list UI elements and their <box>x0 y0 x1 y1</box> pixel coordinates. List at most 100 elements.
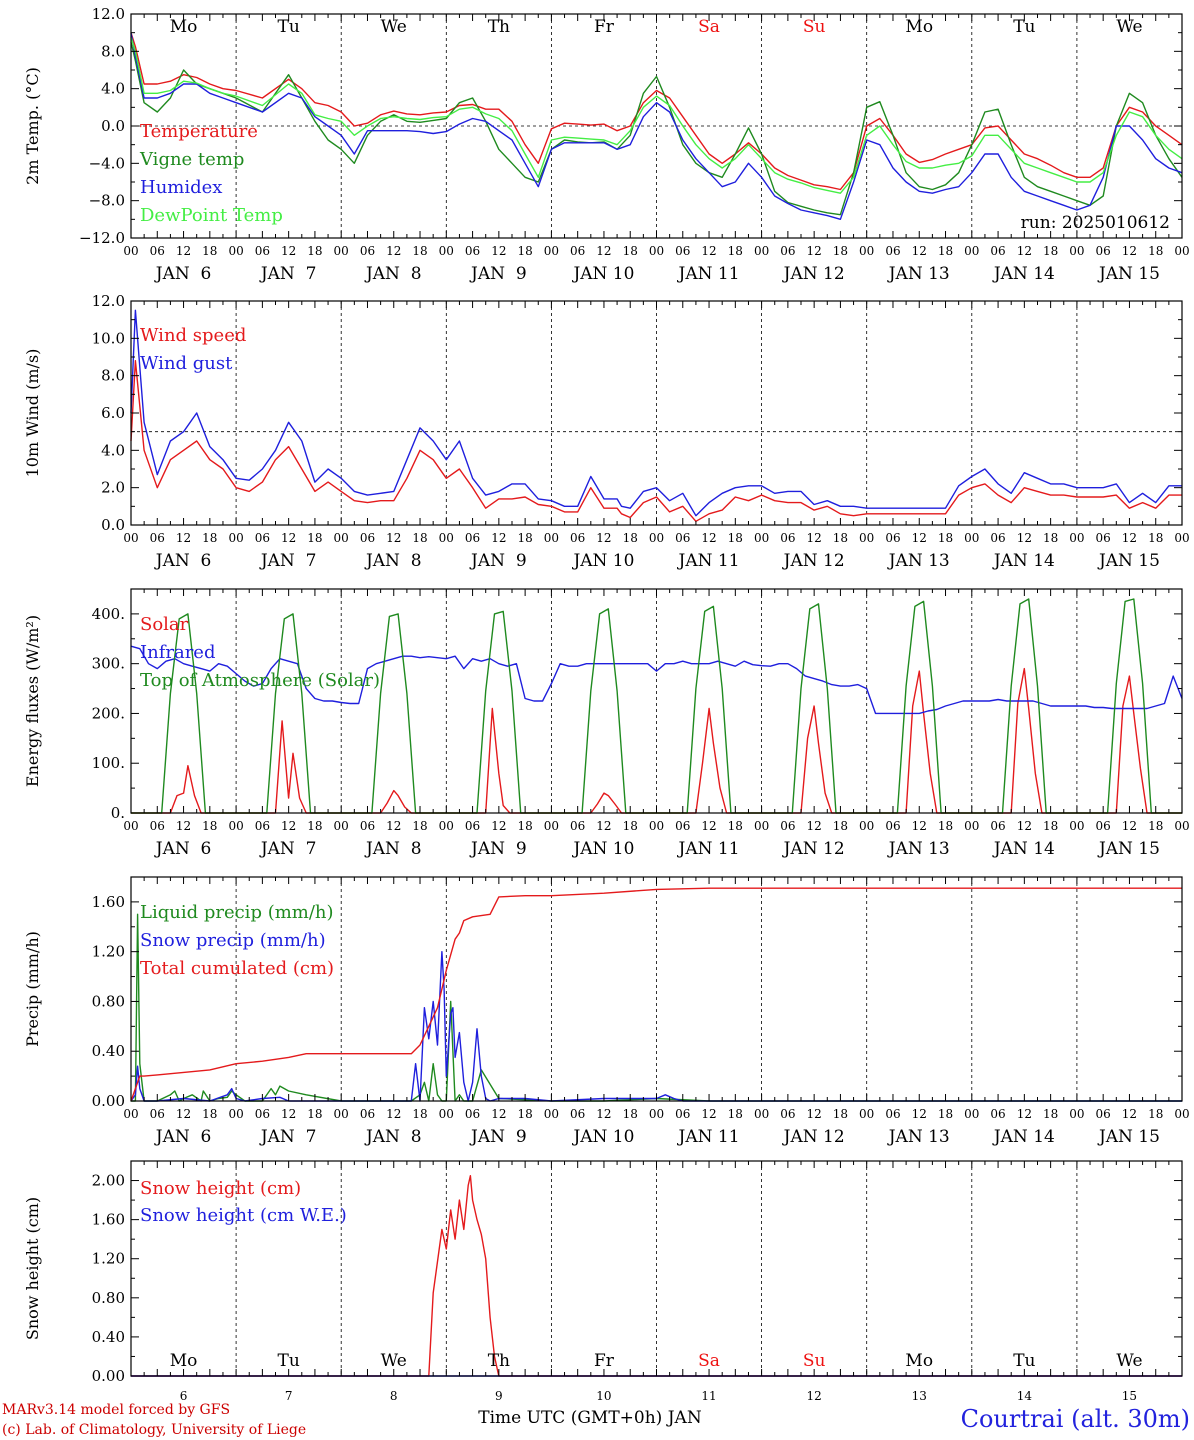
series-line-snow-height-cm- <box>131 1174 1182 1377</box>
hour-tick-label: 12 <box>596 819 611 833</box>
hour-tick-label: 00 <box>1069 244 1084 258</box>
hour-tick-label: 18 <box>1148 244 1163 258</box>
y-tick-label: 4.0 <box>101 441 125 459</box>
hour-tick-label: 12 <box>176 531 191 545</box>
hour-tick-label: 18 <box>833 819 848 833</box>
date-label: JAN 14 <box>992 264 1055 284</box>
hour-tick-label: 06 <box>675 244 690 258</box>
legend-entry: Vigne temp <box>139 149 244 170</box>
hour-tick-label: 00 <box>123 244 138 258</box>
hour-tick-label: 18 <box>833 244 848 258</box>
hour-tick-label: 12 <box>912 1107 927 1121</box>
hour-tick-label: 12 <box>281 531 296 545</box>
hour-tick-label: 00 <box>649 819 664 833</box>
date-label: JAN 11 <box>677 1127 740 1147</box>
hour-tick-label: 12 <box>1017 819 1032 833</box>
day-of-week-label: Mo <box>170 17 198 37</box>
panel-1: 12.0 8.0 4.0 0.0 −4.0 −8.0 −12.0 2m Temp. (°C) T… <box>23 5 1190 284</box>
hour-tick-label: 00 <box>859 819 874 833</box>
y-tick-label: 0. <box>111 804 125 822</box>
hour-tick-label: 06 <box>990 244 1005 258</box>
day-number-label: 11 <box>701 1389 716 1403</box>
date-label: JAN 6 <box>154 551 212 571</box>
day-of-week-label: Sa <box>698 1351 720 1371</box>
hour-tick-label: 00 <box>228 1107 243 1121</box>
day-of-week-label: Fr <box>594 17 615 37</box>
day-of-week-label: We <box>1116 17 1142 37</box>
hour-tick-label: 00 <box>859 1107 874 1121</box>
date-label: JAN 14 <box>992 551 1055 571</box>
hour-tick-label: 12 <box>1017 531 1032 545</box>
series-line-total-cumulated-cm- <box>130 887 1182 1102</box>
hour-tick-label: 00 <box>1174 244 1189 258</box>
hour-tick-label: 06 <box>465 244 480 258</box>
hour-tick-label: 00 <box>228 244 243 258</box>
y-tick-label: 1.60 <box>92 893 125 911</box>
legend-entry: Snow precip (mm/h) <box>140 930 326 951</box>
hour-tick-label: 12 <box>386 531 401 545</box>
hour-tick-label: 06 <box>255 819 270 833</box>
hour-tick-label: 18 <box>412 244 427 258</box>
hour-tick-label: 12 <box>491 819 506 833</box>
hour-tick-label: 18 <box>1148 531 1163 545</box>
date-label: JAN 12 <box>782 839 845 859</box>
y-tick-label: 0.0 <box>101 516 125 534</box>
day-of-week-label: We <box>381 17 407 37</box>
legend-entry: Liquid precip (mm/h) <box>140 902 334 923</box>
series-line-vigne-temp <box>130 41 1183 216</box>
hour-tick-label: 18 <box>412 1107 427 1121</box>
day-of-week-label: Th <box>488 1351 510 1371</box>
hour-tick-label: 18 <box>938 244 953 258</box>
day-of-week-label: Mo <box>905 1351 933 1371</box>
hour-tick-label: 00 <box>334 1107 349 1121</box>
hour-tick-label: 12 <box>807 244 822 258</box>
hour-tick-label: 12 <box>912 244 927 258</box>
hour-tick-label: 18 <box>1043 1107 1058 1121</box>
hour-tick-label: 12 <box>1122 1107 1137 1121</box>
hour-tick-label: 00 <box>1174 1107 1189 1121</box>
hour-tick-label: 12 <box>1017 1107 1032 1121</box>
hour-tick-label: 00 <box>228 819 243 833</box>
y-tick-label: −4.0 <box>89 154 125 172</box>
hour-tick-label: 00 <box>123 1107 138 1121</box>
y-tick-label: 1.60 <box>92 1211 125 1229</box>
hour-tick-label: 00 <box>544 244 559 258</box>
day-of-week-label: Th <box>488 17 510 37</box>
date-label: JAN 12 <box>782 264 845 284</box>
hour-tick-label: 18 <box>728 531 743 545</box>
y-tick-label: 0.00 <box>92 1367 125 1385</box>
y-tick-label: 100. <box>92 754 125 772</box>
panel-4: 1.60 1.20 0.80 0.40 0.00 Precip (mm/h) Liquid … <box>23 876 1190 1147</box>
series-line-dewpoint-temp <box>130 37 1183 194</box>
hour-tick-label: 06 <box>150 819 165 833</box>
hour-tick-label: 12 <box>281 1107 296 1121</box>
date-label: JAN 13 <box>887 551 950 571</box>
y-tick-label: 0.80 <box>92 992 125 1010</box>
hour-tick-label: 00 <box>649 244 664 258</box>
date-label: JAN 8 <box>364 839 422 859</box>
day-of-week-label: Tu <box>1013 17 1035 37</box>
hour-tick-label: 06 <box>1096 244 1111 258</box>
y-tick-label: 0.0 <box>101 117 125 135</box>
day-number-label: 10 <box>596 1389 611 1403</box>
hour-tick-label: 18 <box>623 531 638 545</box>
time-axis-label: Time UTC (GMT+0h) JAN <box>478 1408 702 1428</box>
hour-tick-label: 18 <box>728 244 743 258</box>
date-label: JAN 8 <box>364 1127 422 1147</box>
y-tick-label: 400. <box>92 605 125 623</box>
legend-entry: Temperature <box>140 121 258 142</box>
date-label: JAN 9 <box>469 1127 527 1147</box>
hour-tick-label: 06 <box>675 819 690 833</box>
day-number-label: 12 <box>807 1389 822 1403</box>
date-label: JAN 15 <box>1097 264 1160 284</box>
hour-tick-label: 12 <box>912 819 927 833</box>
hour-tick-label: 18 <box>517 531 532 545</box>
model-credit: MARv3.14 model forced by GFS <box>2 1402 230 1418</box>
station-name: Courtrai (alt. 30m) <box>961 1405 1190 1433</box>
hour-tick-label: 00 <box>544 1107 559 1121</box>
date-label: JAN 13 <box>887 839 950 859</box>
hour-tick-label: 06 <box>255 1107 270 1121</box>
day-of-week-label: Mo <box>170 1351 198 1371</box>
legend-entry: Top of Atmosphere (Solar) <box>140 670 380 691</box>
